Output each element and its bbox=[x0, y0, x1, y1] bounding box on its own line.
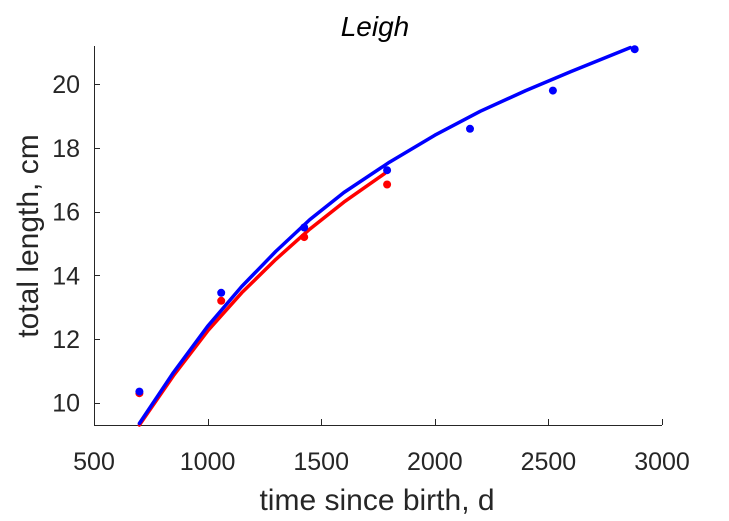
data-point-series-2 bbox=[630, 45, 639, 54]
axes bbox=[94, 46, 662, 426]
data-point-series-2 bbox=[135, 387, 144, 396]
y-tick-label: 14 bbox=[52, 262, 80, 290]
x-tick-label: 1000 bbox=[180, 448, 236, 476]
x-tick-label: 3000 bbox=[634, 448, 690, 476]
chart-title: Leigh bbox=[341, 11, 410, 42]
fit-curve-series-2 bbox=[137, 45, 632, 426]
x-axis-title: time since birth, d bbox=[259, 484, 494, 517]
y-tick-label: 18 bbox=[52, 135, 80, 163]
y-axis-title: total length, cm bbox=[12, 134, 45, 337]
data-point-series-1 bbox=[300, 233, 309, 242]
fit-curves bbox=[137, 45, 632, 427]
data-points bbox=[135, 45, 639, 398]
x-tick-label: 1500 bbox=[293, 448, 349, 476]
x-tick-label: 2500 bbox=[521, 448, 577, 476]
data-point-series-2 bbox=[548, 86, 557, 95]
x-tick-label: 500 bbox=[73, 448, 115, 476]
data-point-series-1 bbox=[383, 180, 392, 189]
y-tick-label: 16 bbox=[52, 199, 80, 227]
y-tick-label: 12 bbox=[52, 326, 80, 354]
fit-curve-series-1 bbox=[137, 171, 387, 427]
x-ticks: 500 1000 1500 2000 2500 3000 bbox=[73, 419, 690, 476]
data-point-series-2 bbox=[466, 124, 474, 133]
data-point-series-2 bbox=[217, 288, 226, 297]
y-tick-label: 20 bbox=[52, 71, 80, 99]
data-point-series-2 bbox=[300, 223, 309, 232]
y-ticks: 10 12 14 16 18 20 bbox=[52, 71, 100, 418]
y-tick-label: 10 bbox=[52, 390, 80, 418]
x-tick-label: 2000 bbox=[407, 448, 463, 476]
data-point-series-2 bbox=[383, 166, 392, 175]
data-point-series-1 bbox=[217, 296, 226, 305]
